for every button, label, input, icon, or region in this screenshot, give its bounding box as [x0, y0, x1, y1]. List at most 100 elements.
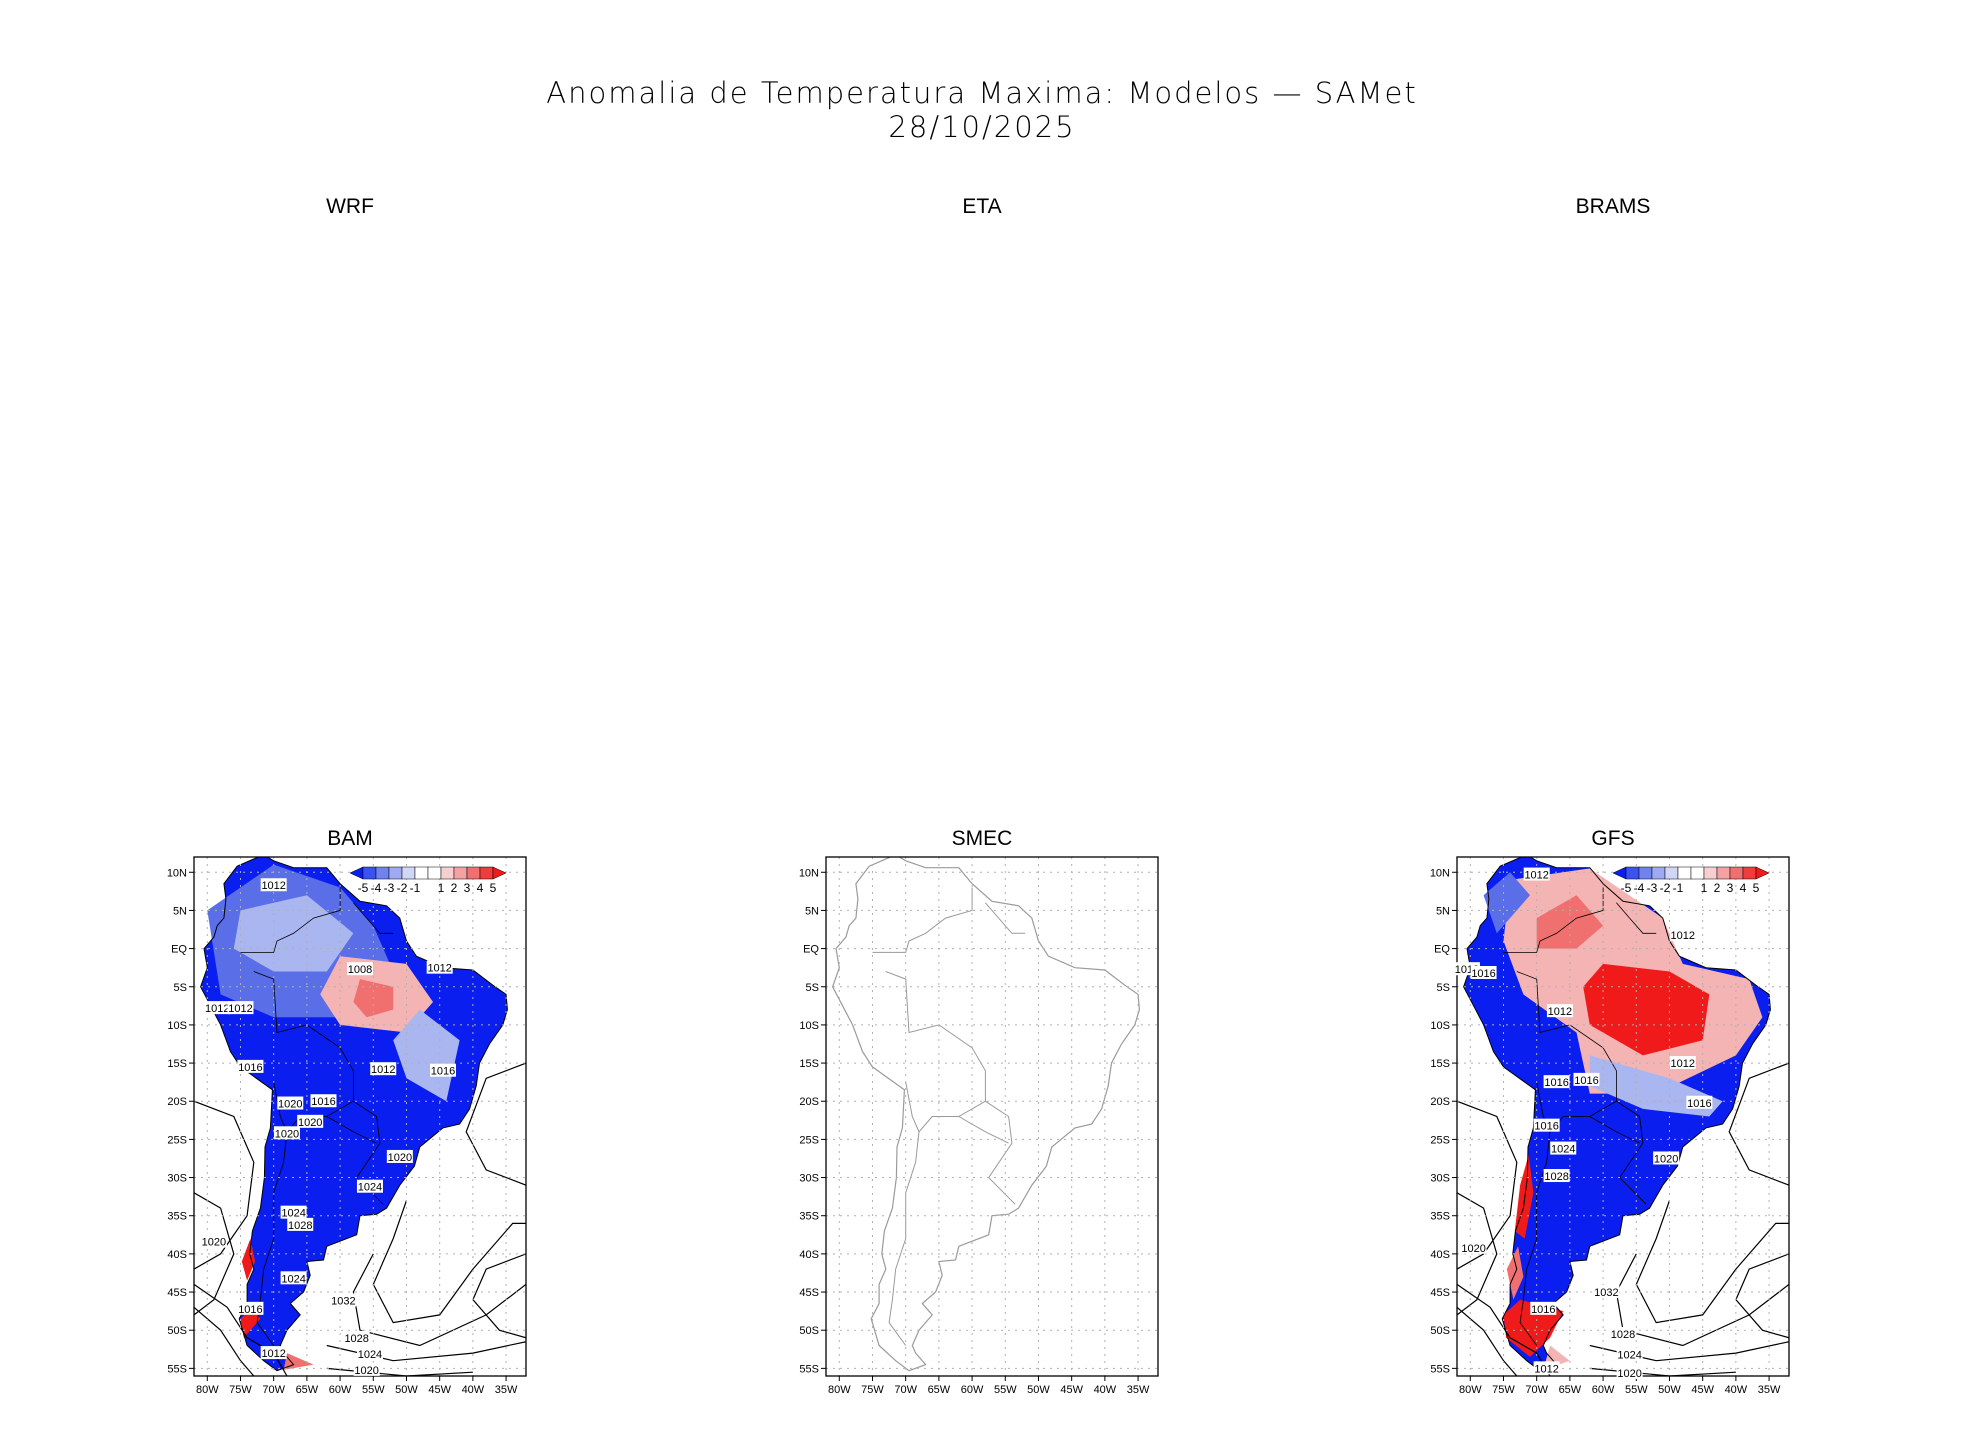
anomaly-region — [1583, 963, 1710, 1056]
contour-label: 1024 — [358, 1349, 382, 1361]
contour-label-bg — [356, 1346, 383, 1360]
pressure-contour — [352, 1253, 526, 1347]
country-border — [888, 1131, 920, 1346]
x-tick-label: 35W — [495, 1384, 518, 1396]
colorbar-swatch — [453, 866, 468, 880]
y-tick-label: 5N — [805, 905, 819, 917]
panel-title-eta: ETA — [962, 195, 1002, 218]
contour-label-bg — [273, 1126, 300, 1140]
y-tick-label: 5S — [806, 982, 819, 994]
colorbar-swatch — [1677, 866, 1692, 880]
y-tick-label: 55S — [799, 1363, 819, 1375]
y-tick-label: 5N — [1436, 905, 1450, 917]
y-tick-label: 40S — [1430, 1249, 1450, 1261]
y-tick-label: 40S — [799, 1249, 819, 1261]
contour-label-bg — [1543, 1169, 1570, 1183]
colorbar-tick: -1 — [410, 881, 421, 895]
contour-label: 1024 — [358, 1182, 382, 1194]
colorbar-swatch — [414, 866, 429, 880]
y-tick-label: 10S — [1430, 1020, 1450, 1032]
contour-label: 1016 — [1531, 1304, 1555, 1316]
contour-label: 1028 — [344, 1333, 368, 1345]
chart-date: 28/10/2025 — [888, 110, 1076, 144]
colorbar-swatch — [388, 866, 403, 880]
contour-label: 1020 — [388, 1152, 412, 1164]
country-border — [326, 1116, 377, 1144]
contour-label-bg — [237, 1301, 264, 1315]
y-tick-label: 35S — [167, 1211, 187, 1223]
y-tick-label: 45S — [799, 1287, 819, 1299]
colorbar-arrow — [349, 866, 364, 880]
contour-label: 1024 — [1551, 1144, 1575, 1156]
country-border — [353, 902, 367, 919]
y-tick-label: EQ — [1434, 944, 1450, 956]
y-tick-label: 10N — [799, 867, 819, 879]
x-tick-label: 55W — [994, 1384, 1017, 1396]
contour-label: 1012 — [1534, 1363, 1558, 1375]
colorbar-arrow — [1755, 866, 1770, 880]
y-tick-label: 55S — [1430, 1363, 1450, 1375]
country-border — [273, 1082, 354, 1133]
contour-label-bg — [1686, 1095, 1713, 1109]
y-tick-label: 50S — [799, 1325, 819, 1337]
y-tick-label: 45S — [1430, 1287, 1450, 1299]
contour-label-bg — [353, 1362, 380, 1376]
x-tick-label: 35W — [1127, 1384, 1150, 1396]
map-layer — [826, 857, 1158, 1376]
colorbar-swatch — [427, 866, 442, 880]
contour-label-bg — [1543, 1075, 1570, 1089]
map-layer — [1457, 857, 1789, 1376]
x-tick-label: 75W — [1492, 1384, 1515, 1396]
contour-label-bg — [204, 1001, 231, 1015]
x-tick-label: 80W — [1459, 1384, 1482, 1396]
y-tick-label: 55S — [167, 1363, 187, 1375]
contour-label: 1016 — [311, 1096, 335, 1108]
x-tick-label: 45W — [1060, 1384, 1083, 1396]
contour-label: 1024 — [281, 1208, 305, 1220]
x-tick-label: 45W — [1691, 1384, 1714, 1396]
colorbar-tick: 5 — [1753, 881, 1760, 895]
x-tick-label: 65W — [928, 1384, 951, 1396]
y-tick-label: 10N — [167, 867, 187, 879]
pressure-contour — [1457, 1283, 1551, 1376]
x-tick-label: 70W — [894, 1384, 917, 1396]
colorbar-tick: 2 — [451, 881, 458, 895]
country-border — [958, 1116, 1009, 1144]
colorbar-tick: 3 — [464, 881, 471, 895]
contour-label-bg — [1533, 1361, 1560, 1375]
colorbar-swatch — [440, 866, 455, 880]
y-tick-label: 15S — [799, 1058, 819, 1070]
contour-label: 1012 — [1548, 1006, 1572, 1018]
colorbar-tick: 5 — [490, 881, 497, 895]
country-border — [1516, 971, 1647, 1205]
colorbar-tick: -3 — [384, 881, 395, 895]
y-tick-label: 30S — [799, 1173, 819, 1185]
contour-label-bg — [1653, 1151, 1680, 1165]
contour-label: 1020 — [278, 1099, 302, 1111]
anomaly-region — [241, 1238, 256, 1281]
contour-label-bg — [1530, 1301, 1557, 1315]
country-border — [366, 917, 394, 934]
contour-label-bg — [1573, 1072, 1600, 1086]
colorbar-swatch — [1625, 866, 1640, 880]
country-border — [998, 917, 1026, 934]
contour-label-bg — [280, 1271, 307, 1285]
colorbar-tick: -4 — [1634, 881, 1645, 895]
pressure-contour — [1728, 1062, 1789, 1186]
map-smec: 80W 75W 70W 65W 60W 55W 50W 45W 40W 35W 10N 5N EQ 5S 1… — [799, 856, 1159, 1396]
y-tick-label: 30S — [167, 1173, 187, 1185]
map-bam: 80W 75W 70W 65W 60W 55W 50W 45W 40W 35W 10N 5N EQ 5S 1… — [167, 856, 527, 1396]
coastline — [1463, 857, 1771, 1372]
colorbar-tick: 1 — [438, 881, 445, 895]
contour-label: 1028 — [1544, 1171, 1568, 1183]
contour-label: 1012 — [427, 963, 451, 975]
colorbar-swatch — [1742, 866, 1757, 880]
y-tick-label: EQ — [803, 944, 819, 956]
pressure-contour — [1635, 1200, 1789, 1324]
panel-title-smec: SMEC — [951, 827, 1013, 850]
contour-label: 1016 — [1534, 1121, 1558, 1133]
contour-label: 1012 — [228, 1003, 252, 1015]
contour-label-bg — [1669, 1056, 1696, 1070]
contour-label: 1012 — [1671, 930, 1695, 942]
map-panel-gfs: 80W 75W 70W 65W 60W 55W 50W 45W 40W 35W 10N 5N EQ 5S 1… — [1413, 850, 1793, 1400]
